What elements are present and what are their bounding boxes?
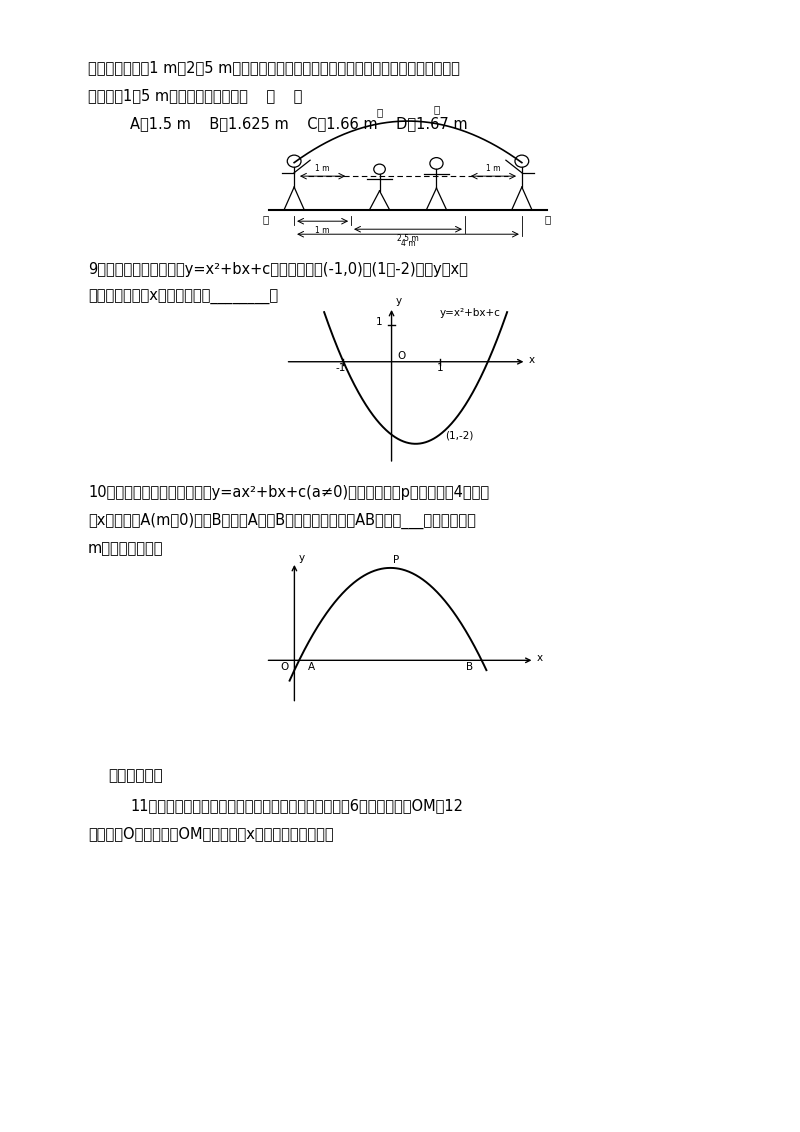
Text: y: y [298,554,304,564]
Text: 4 m: 4 m [401,239,415,248]
Text: -1: -1 [336,363,346,372]
Text: m的代数式表示）: m的代数式表示） [88,541,163,556]
Text: 9．如图，已知二次函数y=x²+bx+c的图象经过点(-1,0)、(1，-2)，当y随x的: 9．如图，已知二次函数y=x²+bx+c的图象经过点(-1,0)、(1，-2)，… [88,261,468,277]
Text: 的身高是1．5 m，则学生丁的身高为    （    ）: 的身高是1．5 m，则学生丁的身高为 （ ） [88,88,302,103]
Text: 1: 1 [436,363,443,372]
Text: O: O [398,351,406,361]
Text: y=x²+bx+c: y=x²+bx+c [440,308,501,318]
Text: 三、课外拓展: 三、课外拓展 [108,767,162,783]
Text: 1 m: 1 m [315,164,330,173]
Text: 丁: 丁 [434,104,439,114]
Text: x: x [529,355,535,365]
Text: O: O [280,662,289,672]
Text: P: P [393,555,399,565]
Text: A: A [308,662,314,672]
Text: 11．如图，某公路隧道横截面为抛物线，其最大高度为6米，底部宽度OM为12: 11．如图，某公路隧道横截面为抛物线，其最大高度为6米，底部宽度OM为12 [130,798,463,813]
Text: (1,-2): (1,-2) [446,430,474,440]
Text: 乙: 乙 [544,214,550,224]
Text: 1 m: 1 m [486,164,501,173]
Text: 10．如图所示，已知二次函数y=ax²+bx+c(a≠0)的图象的顶点p的横坐标是4，图象: 10．如图所示，已知二次函数y=ax²+bx+c(a≠0)的图象的顶点p的横坐标… [88,484,489,500]
Text: y: y [395,297,402,307]
Text: 增大而增大时，x的取值范围是________．: 增大而增大时，x的取值范围是________． [88,290,278,305]
Text: B: B [466,662,473,672]
Text: 米．现以O点为原点，OM所在直线为x轴建立直角坐标系．: 米．现以O点为原点，OM所在直线为x轴建立直角坐标系． [88,826,334,841]
Text: 与x轴交于点A(m，0)和点B，且点A在点B的左侧，那么线段AB的长是___．（用含字母: 与x轴交于点A(m，0)和点B，且点A在点B的左侧，那么线段AB的长是___．（… [88,513,476,529]
Text: x: x [537,653,543,663]
Text: 丙: 丙 [377,108,382,118]
Text: 甲: 甲 [262,214,269,224]
Text: 绳的手水平距离1 m，2．5 m处．绳子在摇到最高处时刚好通过他们的头顶．已知学生丙: 绳的手水平距离1 m，2．5 m处．绳子在摇到最高处时刚好通过他们的头顶．已知学… [88,60,460,75]
Text: 1: 1 [376,317,383,327]
Text: 1 m: 1 m [315,226,330,235]
Text: 2.5 m: 2.5 m [397,233,419,242]
Text: A．1.5 m    B．1.625 m    C．1.66 m    D．1.67 m: A．1.5 m B．1.625 m C．1.66 m D．1.67 m [130,115,468,131]
